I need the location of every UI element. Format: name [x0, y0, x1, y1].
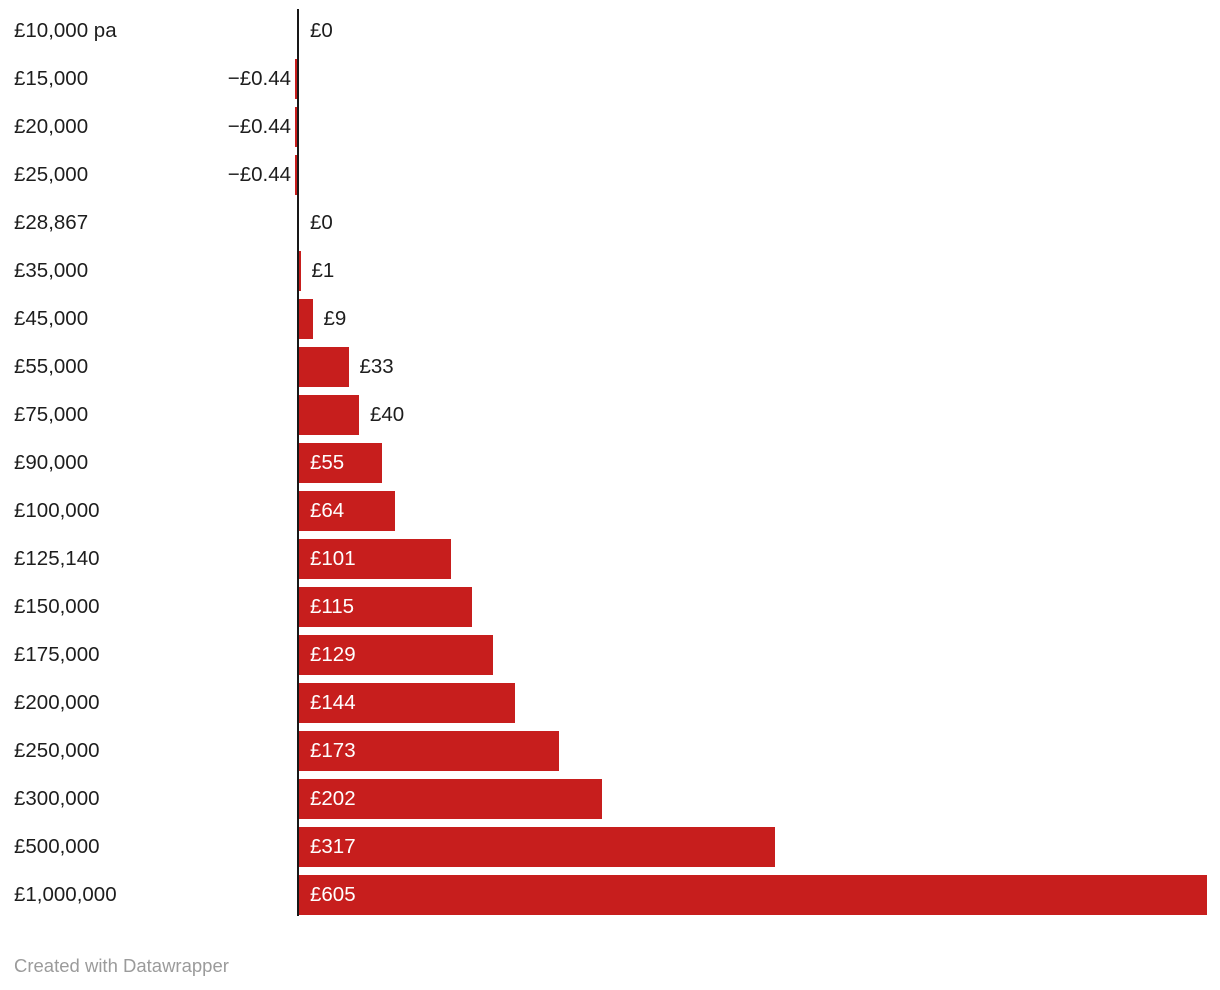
- chart-row: £90,000 £55: [0, 443, 1220, 491]
- chart-row: £125,140 £101: [0, 539, 1220, 587]
- bar: [299, 347, 349, 387]
- chart-row: £45,000 £9: [0, 299, 1220, 347]
- value-label: £605: [310, 883, 356, 906]
- chart-row: £15,000 −£0.44: [0, 59, 1220, 107]
- category-label: £150,000: [14, 595, 100, 618]
- chart-row: £28,867 £0: [0, 203, 1220, 251]
- bar: [299, 395, 359, 435]
- baseline-axis: [297, 9, 299, 916]
- chart-row: £10,000 pa £0: [0, 11, 1220, 59]
- category-label: £100,000: [14, 499, 100, 522]
- category-label: £200,000: [14, 691, 100, 714]
- value-label: £9: [323, 307, 347, 330]
- value-label: £0: [310, 19, 333, 42]
- value-label: £40: [370, 403, 405, 426]
- value-label: £129: [310, 643, 356, 666]
- value-label: −£0.44: [227, 115, 291, 138]
- category-label: £1,000,000: [14, 883, 117, 906]
- bar: [299, 539, 451, 579]
- chart-row: £20,000 −£0.44: [0, 107, 1220, 155]
- chart-row: £25,000 −£0.44: [0, 155, 1220, 203]
- category-label: £75,000: [14, 403, 89, 426]
- negative-bar: [295, 155, 297, 195]
- category-label: £35,000: [14, 259, 89, 282]
- chart-row: £175,000 £129: [0, 635, 1220, 683]
- bar: [299, 827, 775, 867]
- category-label: £250,000: [14, 739, 100, 762]
- value-label: £64: [310, 499, 345, 522]
- value-label: £317: [310, 835, 356, 858]
- value-label: −£0.44: [227, 163, 291, 186]
- value-label: £1: [311, 259, 335, 282]
- value-label: £173: [310, 739, 356, 762]
- chart-row: £300,000 £202: [0, 779, 1220, 827]
- category-label: £25,000: [14, 163, 89, 186]
- bar: [299, 587, 472, 627]
- value-label: £202: [310, 787, 356, 810]
- category-label: £500,000: [14, 835, 100, 858]
- bar: [299, 683, 515, 723]
- category-label: £45,000: [14, 307, 89, 330]
- chart-row: £75,000 £40: [0, 395, 1220, 443]
- bar: [299, 251, 301, 291]
- bar: [299, 731, 559, 771]
- bar: [299, 299, 313, 339]
- value-label: £115: [310, 595, 355, 618]
- value-label: £55: [310, 451, 345, 474]
- chart-row: £150,000 £115: [0, 587, 1220, 635]
- bar: [299, 635, 493, 675]
- datawrapper-credit: Created with Datawrapper: [14, 955, 229, 976]
- category-label: £15,000: [14, 67, 89, 90]
- category-label: £20,000: [14, 115, 89, 138]
- chart-row: £200,000 £144: [0, 683, 1220, 731]
- chart-row: £55,000 £33: [0, 347, 1220, 395]
- bar: [299, 491, 395, 531]
- value-label: £144: [310, 691, 356, 714]
- bar: [299, 779, 602, 819]
- bar-chart-rows: £10,000 pa £0 £15,000 −£0.44 £20,000 −£0.44 £2…: [0, 11, 1220, 923]
- bar: [299, 875, 1207, 915]
- negative-bar: [295, 107, 297, 147]
- category-label: £300,000: [14, 787, 100, 810]
- chart-row: £500,000 £317: [0, 827, 1220, 875]
- value-label: £33: [359, 355, 394, 378]
- value-label: £101: [310, 547, 356, 570]
- chart-row: £100,000 £64: [0, 491, 1220, 539]
- category-label: £28,867: [14, 211, 89, 234]
- bar: [299, 443, 382, 483]
- chart-row: £35,000 £1: [0, 251, 1220, 299]
- category-label: £125,140: [14, 547, 100, 570]
- category-label: £175,000: [14, 643, 100, 666]
- category-label: £10,000 pa: [14, 19, 117, 42]
- category-label: £90,000: [14, 451, 89, 474]
- chart-row: £1,000,000 £605: [0, 875, 1220, 923]
- chart-row: £250,000 £173: [0, 731, 1220, 779]
- negative-bar: [295, 59, 297, 99]
- value-label: £0: [310, 211, 333, 234]
- value-label: −£0.44: [227, 67, 291, 90]
- category-label: £55,000: [14, 355, 89, 378]
